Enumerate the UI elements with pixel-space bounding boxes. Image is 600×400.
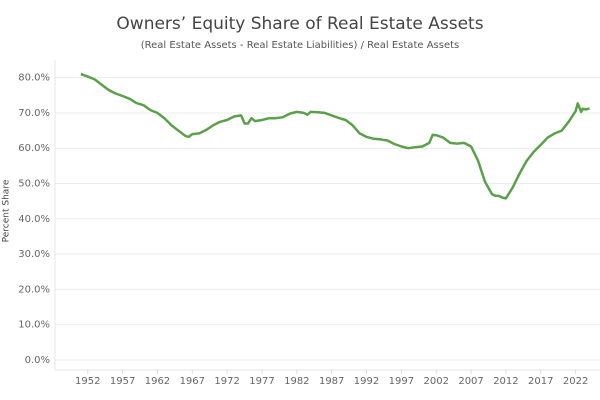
y-tick-label: 80.0% — [18, 73, 50, 84]
chart-subtitle: (Real Estate Assets - Real Estate Liabil… — [141, 40, 460, 51]
x-tick-label: 2012 — [493, 376, 518, 387]
x-tick-label: 1992 — [354, 376, 379, 387]
y-tick-label: 50.0% — [18, 179, 50, 190]
y-axis-label: Percent Share — [2, 179, 12, 242]
x-tick-label: 1982 — [284, 376, 309, 387]
y-tick-label: 0.0% — [25, 355, 50, 366]
x-tick-label: 1952 — [75, 376, 100, 387]
chart-title: Owners’ Equity Share of Real Estate Asse… — [116, 14, 483, 34]
x-tick-label: 1997 — [389, 376, 414, 387]
x-tick-label: 2007 — [458, 376, 483, 387]
x-tick-label: 1957 — [110, 376, 135, 387]
y-tick-label: 40.0% — [18, 214, 50, 225]
y-tick-label: 60.0% — [18, 143, 50, 154]
x-tick-label: 1977 — [249, 376, 274, 387]
x-tick-label: 2002 — [423, 376, 448, 387]
y-tick-label: 70.0% — [18, 108, 50, 119]
x-tick-label: 1987 — [319, 376, 344, 387]
x-tick-label: 2017 — [528, 376, 553, 387]
data-line — [80, 72, 590, 200]
x-tick-label: 1962 — [145, 376, 170, 387]
y-tick-label: 10.0% — [18, 320, 50, 331]
x-tick-label: 2022 — [563, 376, 588, 387]
y-tick-label: 20.0% — [18, 284, 50, 295]
x-tick-label: 1972 — [214, 376, 239, 387]
x-tick-label: 1967 — [180, 376, 205, 387]
y-tick-label: 30.0% — [18, 249, 50, 260]
